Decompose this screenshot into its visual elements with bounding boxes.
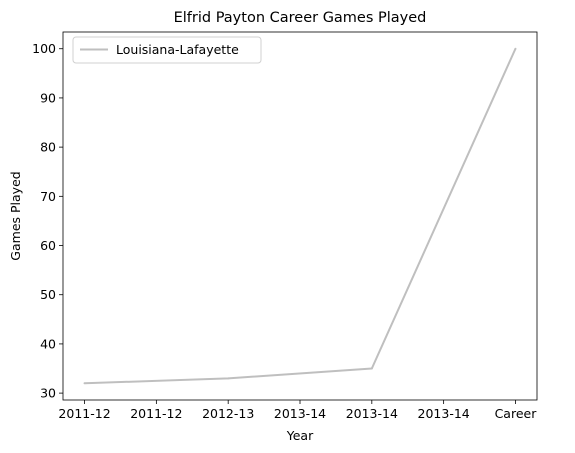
series-line (84, 48, 517, 385)
x-tick-label: 2011-12 (58, 406, 110, 421)
x-tick-label: 2011-12 (130, 406, 182, 421)
y-tick-label: 30 (40, 386, 56, 401)
y-tick-label: 60 (40, 238, 56, 253)
y-axis: 30 40 50 60 70 80 90 100 (32, 41, 63, 401)
legend-label: Louisiana-Lafayette (116, 42, 239, 57)
plot-frame (62, 31, 538, 401)
data-point (370, 367, 373, 370)
y-tick-label: 90 (40, 90, 56, 105)
y-tick-label: 100 (32, 41, 56, 56)
y-tick-label: 50 (40, 287, 56, 302)
data-point (83, 382, 86, 385)
data-point (227, 377, 230, 380)
x-axis: 2011-12 2011-12 2012-13 2013-14 2013-14 2013-… (58, 400, 537, 421)
chart-title: Elfrid Payton Career Games Played (174, 10, 427, 26)
series-layer (83, 47, 517, 385)
legend: Louisiana-Lafayette (72, 36, 262, 64)
x-tick-label: 2013-14 (418, 406, 470, 421)
legend-box (72, 36, 262, 64)
y-tick-label: 80 (40, 140, 56, 155)
data-point (514, 47, 517, 50)
x-axis-label: Year (286, 428, 314, 443)
x-tick-label: Career (495, 406, 538, 421)
x-tick-label: 2013-14 (346, 406, 398, 421)
y-tick-label: 40 (40, 336, 56, 351)
y-tick-label: 70 (40, 189, 56, 204)
x-tick-label: 2013-14 (274, 406, 326, 421)
x-tick-label: 2012-13 (202, 406, 254, 421)
y-axis-label: Games Played (8, 171, 23, 260)
